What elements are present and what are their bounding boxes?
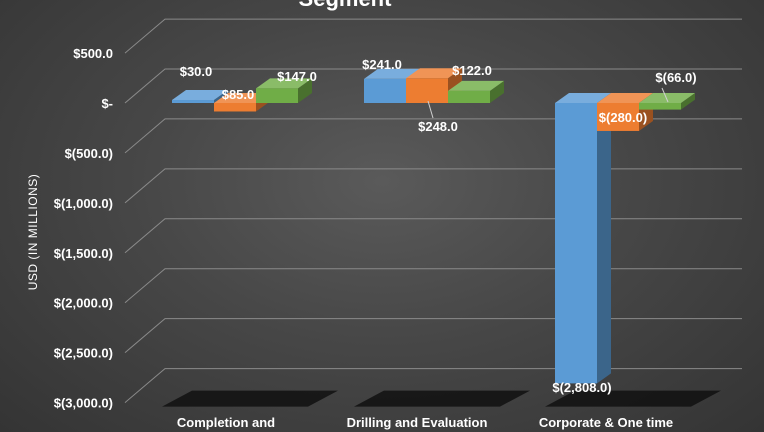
gridline [124, 18, 742, 54]
gridline [124, 218, 742, 254]
bar-top [597, 93, 653, 103]
gridline [124, 118, 742, 154]
data-label: $(280.0) [599, 110, 647, 125]
bar-top [172, 90, 228, 101]
bar [448, 90, 490, 103]
floor-shadow [545, 390, 721, 407]
bar [214, 103, 256, 112]
x-category-label: Drilling and Evaluation [347, 415, 488, 430]
data-label: $122.0 [452, 63, 492, 78]
bar-side [298, 78, 312, 103]
bar [555, 103, 597, 384]
bar [639, 103, 681, 110]
y-tick-label: $(1,000.0) [54, 196, 113, 211]
data-labels: $30.0 $241.0 $(2,808.0) $85.0 $248.0 $(280.0)… [180, 57, 697, 395]
gridline [124, 268, 742, 304]
bar-top [364, 68, 420, 79]
y-tick-label: $500.0 [73, 46, 113, 61]
leader-line [427, 100, 434, 119]
bar-side [681, 93, 695, 110]
bar [597, 103, 639, 131]
x-axis-categories: Completion and Drilling and Evaluation Cor… [177, 415, 673, 430]
chart-title: Segment [299, 0, 393, 11]
bar [172, 100, 214, 103]
gridline [124, 368, 742, 403]
y-tick-label: $(2,000.0) [54, 296, 113, 311]
data-label: $(66.0) [655, 70, 696, 85]
data-label: $30.0 [180, 64, 213, 79]
gridline [124, 318, 742, 354]
data-label: $241.0 [362, 57, 402, 72]
y-tick-label: $(1,500.0) [54, 246, 113, 261]
bar [406, 78, 448, 103]
leader-line [661, 87, 669, 103]
y-tick-label: $(500.0) [65, 146, 113, 161]
bar-side [214, 90, 228, 103]
data-label: $147.0 [277, 69, 317, 84]
data-label: $85.0 [222, 87, 255, 102]
data-label: $248.0 [418, 119, 458, 134]
bar-top [256, 78, 312, 89]
data-label: $(2,808.0) [552, 380, 611, 395]
x-category-label: Completion and [177, 415, 275, 430]
floor-shadow [354, 390, 530, 407]
gridline [124, 68, 742, 104]
gridline [124, 168, 742, 204]
bar-top [639, 93, 695, 103]
gridlines [124, 18, 742, 403]
bars [172, 68, 695, 384]
x-category-label: Corporate & One time [539, 415, 673, 430]
bar [364, 78, 406, 103]
y-tick-label: $(2,500.0) [54, 346, 113, 361]
bar-top [406, 68, 462, 79]
floor-shadow [162, 390, 338, 407]
y-tick-label: $(3,000.0) [54, 396, 113, 411]
bar [256, 88, 298, 103]
y-axis-ticks: $500.0 $- $(500.0) $(1,000.0) $(1,500.0) $(2,… [54, 46, 113, 411]
y-tick-label: $- [101, 96, 113, 111]
y-axis-title: USD (IN MILLIONS) [26, 174, 40, 291]
bar-side [490, 80, 504, 103]
floor-shadows [162, 390, 721, 407]
bar-top [555, 93, 611, 103]
bar-top [448, 80, 504, 91]
bar-side [597, 93, 611, 384]
y-axis-title-group: USD (IN MILLIONS) [26, 174, 40, 291]
chart-title-group: Segment [299, 0, 393, 11]
